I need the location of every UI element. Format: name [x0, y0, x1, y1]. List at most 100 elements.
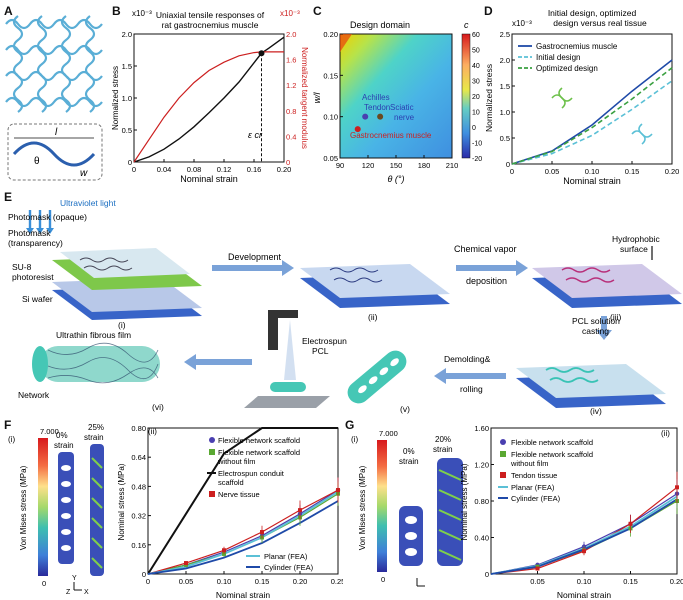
d-optimized-motif-icon — [551, 87, 573, 109]
b-exp-right: x10⁻³ — [280, 9, 300, 18]
e-step-v: (v) — [400, 404, 410, 414]
c-cbar-tick: 20 — [472, 94, 480, 101]
c-xtick-label: 90 — [336, 161, 344, 170]
f-legend-3: Electrospun conduit — [218, 469, 285, 478]
spinneret-head — [268, 310, 298, 318]
f-cylinder-25 — [90, 444, 104, 576]
c-cbar-tick: -10 — [472, 141, 482, 148]
f-axis-y: Y — [72, 575, 77, 582]
d-ytick-label: 0 — [506, 160, 510, 169]
d-xtick-label: 0.10 — [585, 167, 600, 176]
f-legend: Flexible network scaffold Flexible netwo… — [207, 436, 314, 572]
e-development: Development — [228, 252, 282, 262]
f-axis-z: Z — [66, 589, 71, 596]
d-initial-line — [511, 80, 673, 165]
f-colorbar — [38, 438, 48, 576]
c-label-tendon: Tendon — [364, 103, 390, 112]
c-ytick-label: 0.05 — [323, 154, 338, 163]
b-exp-left: x10⁻³ — [132, 9, 152, 18]
panel-c-heatmap: Design domain c 90 120 150 180 210 0.05 0.10 0.… — [312, 20, 482, 184]
b-critical-point — [258, 50, 265, 57]
f-xtick-label: 0.10 — [217, 577, 232, 586]
panel-label-g: G — [345, 418, 355, 432]
e-step-iii: (iii) — [610, 312, 621, 322]
f-strain0-2: strain — [54, 441, 74, 450]
f-series-line — [147, 489, 339, 575]
f-cbar-max: 7.000 — [40, 427, 59, 436]
electrospinning-setup: Electrospun PCL — [244, 310, 347, 408]
g-data-point — [628, 521, 633, 526]
panel-f: (i) 7.000 0 Von Mises stress (MPa) 0% st… — [8, 423, 343, 600]
f-legend-6: Planar (FEA) — [264, 552, 308, 561]
e-su8-1: SU-8 — [12, 262, 32, 272]
g-legend-3: Tendon tissue — [511, 471, 557, 480]
uv-arrows-icon — [28, 210, 52, 230]
c-cbar-tick: 40 — [472, 63, 480, 70]
g-legend-swatch-1 — [500, 451, 506, 457]
g-legend-5: Cylinder (FEA) — [511, 494, 561, 503]
c-hot-corner — [340, 34, 352, 52]
g-sub-ii: (ii) — [661, 429, 670, 438]
g-xtick-label: 0.15 — [623, 577, 638, 586]
e-electrospun-1: Electrospun — [302, 336, 347, 346]
f-data-point — [222, 551, 226, 556]
stage-iv: (iv) — [516, 364, 666, 416]
panel-label-e: E — [4, 190, 13, 204]
e-network: Network — [18, 390, 50, 400]
f-xtick-label: 0.25 — [331, 577, 343, 586]
g-ytick-label: 1.20 — [474, 461, 489, 470]
g-xtick-label: 0.05 — [530, 577, 545, 586]
panel-label-c: C — [313, 4, 322, 18]
g-ytick-label: 0 — [485, 570, 489, 579]
d-initial-motif-icon — [631, 123, 653, 145]
g-data-point — [582, 549, 586, 554]
d-ylabel: Normalized stress — [484, 64, 494, 132]
f-sub-ii: (ii) — [148, 427, 157, 436]
f-series-line — [147, 427, 338, 575]
panel-d-chart: Initial design, optimized design versus … — [484, 8, 679, 186]
g-cbar-title: Von Mises stress (MPa) — [358, 465, 367, 550]
stage-ii: (ii) — [300, 264, 450, 322]
c-ytick-label: 0.10 — [323, 113, 338, 122]
c-cbar-tick: 30 — [472, 79, 480, 86]
e-electrospun-2: PCL — [312, 346, 329, 356]
g-strain0-2: strain — [399, 457, 419, 466]
f-ytick-label: 0.48 — [131, 482, 146, 491]
f-ytick-label: 0.80 — [131, 424, 146, 433]
collector-plate — [244, 396, 330, 408]
e-step-iv: (iv) — [590, 406, 602, 416]
g-data-point — [675, 485, 679, 490]
b-xtick-label: 0.16 — [247, 165, 262, 174]
g-cbar-min: 0 — [381, 575, 385, 584]
stage-iii: Hydrophobic surface (iii) — [532, 234, 682, 322]
g-cbar-max: 7.000 — [379, 429, 398, 438]
b-ytick-right-label: 2.0 — [286, 30, 296, 39]
iv-pcl-network — [545, 367, 599, 383]
f-cbar-min: 0 — [42, 579, 46, 588]
g-strain1-1: 20% — [435, 435, 451, 444]
b-ytick-label: 1.5 — [122, 62, 132, 71]
f-strain1-2: strain — [84, 433, 104, 442]
f-xlabel: Nominal strain — [216, 590, 271, 600]
c-cbar-tick: 60 — [472, 32, 480, 39]
f-ytick-label: 0.32 — [131, 512, 146, 521]
c-label-sciatic: Sciatic — [390, 103, 414, 112]
g-colorbar — [377, 440, 387, 572]
fiber-texture — [47, 342, 159, 384]
c-xlabel: θ (°) — [388, 174, 405, 184]
g-series-line — [490, 498, 678, 575]
f-series-line — [147, 500, 339, 575]
panel-label-f: F — [4, 418, 12, 432]
b-xtick-label: 0.04 — [157, 165, 172, 174]
b-ytick-label: 0.5 — [122, 126, 132, 135]
spray-cone — [284, 320, 296, 380]
g-xtick-label: 0.20 — [670, 577, 683, 586]
c-cbar-tick: 50 — [472, 48, 480, 55]
f-cylinder-25-stress — [91, 457, 103, 569]
c-cbar-tick: 10 — [472, 110, 480, 117]
arrow-iv-v-head — [434, 368, 446, 384]
b-xtick-label: 0.12 — [217, 165, 232, 174]
d-optimized-line — [511, 67, 673, 165]
spinneret-arm — [268, 310, 278, 350]
arrow-i-ii-head — [282, 260, 294, 276]
